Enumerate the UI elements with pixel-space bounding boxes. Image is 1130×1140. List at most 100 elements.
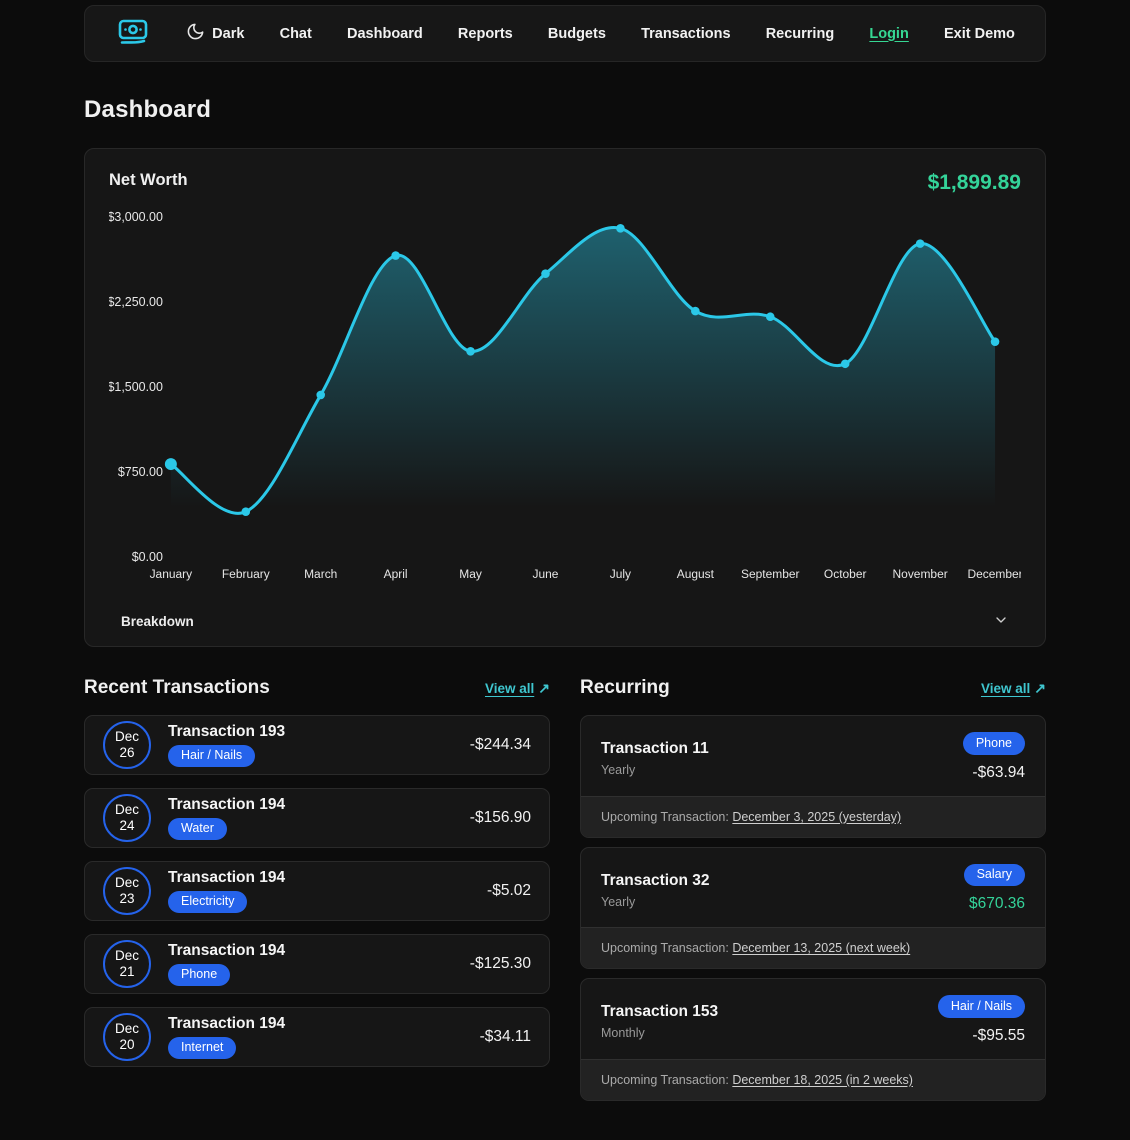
upcoming-transaction-row: Upcoming Transaction: December 3, 2025 (… [581, 795, 1045, 837]
breakdown-toggle[interactable]: Breakdown [109, 597, 1021, 646]
upcoming-label: Upcoming Transaction: [601, 809, 729, 824]
transaction-amount: -$156.90 [469, 809, 531, 826]
recurring-frequency: Monthly [601, 1026, 645, 1041]
transaction-date-circle: Dec 21 [103, 940, 151, 988]
theme-toggle[interactable]: Dark [186, 22, 244, 45]
nav-item-recurring[interactable]: Recurring [765, 25, 835, 42]
category-badge: Salary [963, 863, 1025, 887]
svg-text:February: February [222, 567, 270, 581]
net-worth-chart: $0.00 $750.00 $1,500.00 $2,250.00 $3,000.00 J… [109, 201, 1021, 593]
svg-text:January: January [150, 567, 193, 581]
transaction-date-day: 20 [119, 1037, 135, 1052]
transaction-date-day: 21 [119, 964, 135, 979]
recurring-amount: -$63.94 [972, 763, 1025, 781]
upcoming-label: Upcoming Transaction: [601, 941, 729, 956]
svg-text:July: July [610, 567, 631, 581]
transaction-row[interactable]: Dec 23 Transaction 194 Electricity -$5.0… [84, 861, 550, 921]
transaction-date-month: Dec [114, 801, 139, 817]
transaction-row[interactable]: Dec 24 Transaction 194 Water -$156.90 [84, 788, 550, 848]
upcoming-date-link[interactable]: December 3, 2025 (yesterday) [732, 809, 902, 824]
upcoming-transaction-row: Upcoming Transaction: December 18, 2025 … [581, 1058, 1045, 1100]
upcoming-date-link[interactable]: December 18, 2025 (in 2 weeks) [732, 1072, 913, 1087]
transaction-row[interactable]: Dec 26 Transaction 193 Hair / Nails -$24… [84, 715, 550, 775]
moon-icon [186, 22, 205, 45]
chevron-down-icon [993, 612, 1009, 631]
app-logo[interactable] [115, 16, 151, 51]
transaction-date-month: Dec [114, 1020, 139, 1036]
transaction-amount: -$5.02 [487, 882, 531, 899]
transaction-title: Transaction 194 [168, 795, 286, 813]
category-badge: Electricity [168, 890, 248, 914]
svg-text:April: April [384, 567, 408, 581]
transaction-title: Transaction 194 [168, 1014, 286, 1032]
svg-text:October: October [824, 567, 867, 581]
nav-item-transactions[interactable]: Transactions [641, 25, 731, 42]
transaction-date-circle: Dec 23 [103, 867, 151, 915]
svg-text:$0.00: $0.00 [132, 550, 163, 564]
category-badge: Water [168, 817, 227, 841]
net-worth-value: $1,899.89 [927, 171, 1021, 194]
recurring-transaction-title: Transaction 11 [601, 740, 709, 757]
transaction-title: Transaction 194 [168, 868, 286, 886]
transaction-amount: -$34.11 [479, 1028, 531, 1045]
svg-text:$2,250.00: $2,250.00 [109, 295, 163, 309]
transaction-amount: -$244.34 [469, 736, 531, 753]
transaction-date-day: 26 [119, 745, 135, 760]
money-icon [115, 16, 151, 51]
theme-toggle-label: Dark [212, 25, 245, 42]
category-badge: Hair / Nails [937, 995, 1025, 1018]
recurring-view-all-link[interactable]: View all ↗ [981, 680, 1046, 697]
svg-text:December: December [967, 567, 1021, 581]
recurring-frequency: Yearly [601, 763, 636, 777]
transaction-date-circle: Dec 24 [103, 794, 151, 842]
upcoming-date-link[interactable]: December 13, 2025 (next week) [732, 941, 911, 956]
svg-text:November: November [893, 567, 948, 581]
transaction-date-circle: Dec 26 [103, 721, 151, 769]
page-title: Dashboard [84, 96, 212, 123]
recurring-card[interactable]: Transaction 153 Monthly Hair / Nails -$9… [580, 978, 1046, 1101]
recent-view-all-link[interactable]: View all ↗ [485, 680, 550, 697]
recurring-card[interactable]: Transaction 32 Yearly Salary $670.36 Upc… [580, 846, 1046, 970]
transaction-date-day: 24 [119, 818, 135, 833]
category-badge: Internet [168, 1036, 237, 1060]
recent-view-all-label: View all [484, 681, 535, 696]
recent-transactions-section: Recent Transactions View all ↗ Dec 26 Tr… [84, 677, 550, 1110]
transaction-row[interactable]: Dec 21 Transaction 194 Phone -$125.30 [84, 934, 550, 994]
nav-item-chat[interactable]: Chat [279, 25, 312, 42]
exit-demo-link[interactable]: Exit Demo [944, 25, 1015, 42]
transaction-date-day: 23 [119, 891, 135, 906]
recurring-frequency: Yearly [601, 894, 636, 909]
nav-item-dashboard[interactable]: Dashboard [347, 25, 423, 42]
breakdown-label: Breakdown [121, 614, 194, 629]
recurring-card[interactable]: Transaction 11 Yearly Phone -$63.94 Upco… [580, 715, 1046, 838]
category-badge: Phone [168, 963, 231, 987]
external-link-icon: ↗ [1034, 680, 1046, 696]
svg-text:September: September [741, 567, 799, 581]
svg-text:June: June [533, 567, 559, 581]
transaction-row[interactable]: Dec 20 Transaction 194 Internet -$34.11 [84, 1007, 550, 1067]
net-worth-chart-svg: $0.00 $750.00 $1,500.00 $2,250.00 $3,000.00 J… [109, 210, 1021, 581]
transaction-amount: -$125.30 [469, 955, 531, 972]
upcoming-label: Upcoming Transaction: [601, 1072, 729, 1087]
recurring-transaction-title: Transaction 153 [601, 1003, 719, 1021]
svg-text:May: May [459, 567, 482, 581]
nav-item-reports[interactable]: Reports [457, 25, 513, 42]
svg-text:$1,500.00: $1,500.00 [109, 380, 163, 394]
nav-item-budgets[interactable]: Budgets [547, 25, 606, 42]
category-badge: Hair / Nails [168, 744, 256, 768]
login-link[interactable]: Login [869, 25, 909, 42]
recurring-transaction-title: Transaction 32 [601, 871, 710, 889]
category-badge: Phone [962, 732, 1025, 755]
transaction-date-month: Dec [114, 728, 139, 744]
transaction-title: Transaction 193 [168, 722, 286, 740]
recurring-view-all-label: View all [980, 681, 1031, 696]
net-worth-title: Net Worth [109, 171, 188, 189]
recurring-title: Recurring [580, 677, 670, 698]
recent-transactions-title: Recent Transactions [84, 677, 270, 698]
transaction-date-month: Dec [114, 947, 139, 963]
svg-text:$3,000.00: $3,000.00 [109, 210, 163, 224]
net-worth-card: Net Worth $1,899.89 $0.00 $750.00 $1,500.0… [84, 148, 1046, 647]
svg-text:$750.00: $750.00 [118, 465, 163, 479]
svg-text:March: March [304, 567, 337, 581]
